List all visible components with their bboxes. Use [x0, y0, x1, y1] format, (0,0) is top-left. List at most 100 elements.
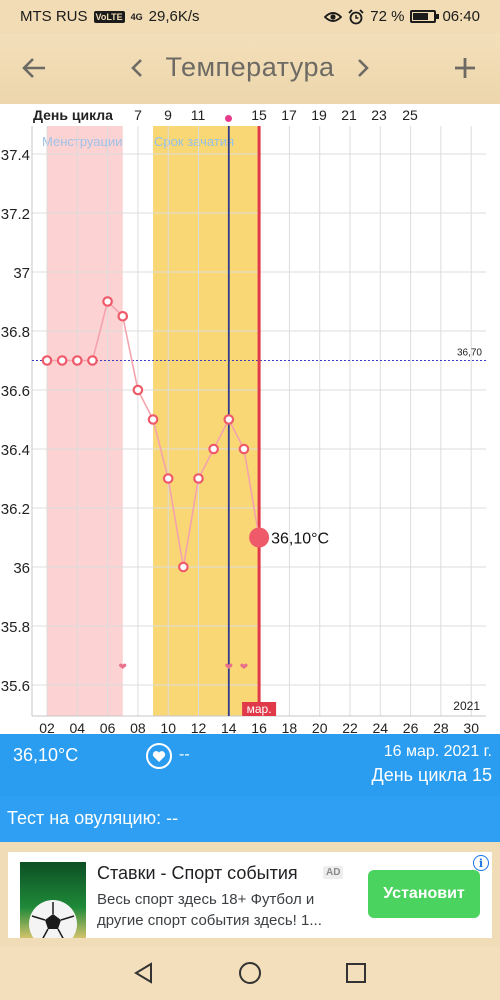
app-bar: Температура [0, 34, 500, 104]
current-temperature-point[interactable] [249, 527, 270, 548]
heart-marker-icon: ❤ [225, 662, 233, 673]
y-tick-label: 37 [13, 265, 30, 282]
plus-icon[interactable] [445, 48, 485, 88]
x-tick-label: 30 [463, 720, 479, 734]
heart-button[interactable] [146, 743, 172, 769]
temperature-point[interactable] [56, 355, 68, 366]
cycle-day-tick: 17 [281, 107, 297, 123]
back-arrow-icon[interactable] [14, 48, 54, 88]
heart-marker-icon: ❤ [240, 662, 248, 673]
temperature-point[interactable] [117, 310, 129, 322]
status-bar: MTS RUS VoLTE 4G 29,6K/s 72 % 06:40 [0, 0, 500, 34]
ad-body[interactable]: Весь спорт здесь 18+ Футбол и другие спо… [97, 891, 322, 929]
info-icon[interactable]: i [473, 855, 489, 871]
clock: 06:40 [442, 8, 480, 25]
temperature-point[interactable] [178, 561, 189, 573]
x-tick-label: 22 [342, 720, 358, 734]
ad-title[interactable]: Ставки - Спорт события [97, 863, 298, 883]
month-label: мар. [247, 702, 272, 716]
shaded-region [47, 126, 123, 716]
x-tick-label: 24 [373, 720, 389, 734]
chevron-left-icon[interactable] [117, 48, 157, 88]
eye-icon [324, 11, 343, 22]
y-tick-label: 36.8 [1, 324, 30, 341]
x-tick-label: 28 [433, 720, 449, 734]
soccer-ball-icon[interactable] [20, 862, 86, 938]
y-tick-label: 36.2 [1, 501, 30, 518]
today-marker-dot [225, 115, 232, 122]
y-tick-label: 37.4 [1, 147, 30, 164]
y-tick-label: 35.6 [1, 678, 30, 695]
x-tick-label: 08 [130, 720, 146, 734]
ovulation-test-label: Тест на овуляцию: -- [7, 808, 179, 828]
heart-value: -- [179, 746, 190, 763]
system-nav-bar [0, 946, 500, 1000]
temperature-point[interactable] [41, 355, 53, 366]
heart-marker-icon: ❤ [119, 662, 127, 673]
temperature-point[interactable] [147, 414, 159, 425]
cycle-day-value: День цикла 15 [371, 765, 493, 785]
x-tick-label: 14 [221, 720, 237, 734]
cycle-day-label: День цикла [33, 107, 113, 123]
x-tick-label: 02 [39, 720, 55, 734]
y-tick-label: 36.4 [1, 442, 30, 459]
cycle-day-tick: 19 [311, 107, 327, 123]
page-title: Температура [165, 52, 335, 82]
selected-date: 16 мар. 2021 г. [383, 743, 492, 760]
network-speed: 29,6K/s [148, 8, 200, 25]
network-4g-icon: 4G [130, 11, 143, 22]
nav-recents-icon[interactable] [341, 958, 371, 988]
alarm-icon [348, 8, 364, 24]
temperature-point[interactable] [132, 384, 144, 396]
temperature-point[interactable] [102, 296, 113, 307]
year-label: 2021 [453, 699, 480, 713]
carrier-name: MTS RUS [20, 8, 88, 25]
battery-icon [410, 10, 440, 23]
cycle-day-tick: 15 [251, 107, 267, 123]
temperature-point[interactable] [72, 355, 83, 366]
temperature-chart[interactable]: Менструации Срок зачатия 37.4 37.2 37 36.8 36.… [0, 126, 500, 734]
temperature-point[interactable] [162, 473, 174, 484]
shaded-region [153, 126, 260, 716]
cycle-day-tick: 25 [402, 107, 418, 123]
x-tick-label: 16 [251, 720, 267, 734]
current-temperature: 36,10°C [13, 745, 79, 765]
shaded-region-label: Менструации [42, 134, 122, 149]
ovulation-test-value: -- [166, 808, 179, 828]
cycle-day-tick: 9 [164, 107, 172, 123]
battery-percent: 72 % [370, 8, 405, 25]
install-button[interactable]: Установит [368, 870, 480, 918]
x-tick-label: 20 [312, 720, 328, 734]
x-tick-label: 12 [191, 720, 207, 734]
nav-home-icon[interactable] [235, 958, 265, 988]
temperature-point[interactable] [238, 443, 250, 455]
y-tick-label: 35.8 [1, 619, 30, 636]
chevron-right-icon[interactable] [343, 48, 383, 88]
temperature-point[interactable] [208, 443, 219, 455]
cycle-day-tick: 7 [134, 107, 142, 123]
x-tick-label: 10 [160, 720, 176, 734]
temperature-point[interactable] [87, 355, 98, 366]
shaded-region-label: Срок зачатия [154, 134, 234, 149]
nav-back-icon[interactable] [128, 958, 158, 988]
x-tick-label: 04 [70, 720, 86, 734]
temperature-point[interactable] [193, 473, 204, 484]
y-tick-label: 36 [13, 560, 30, 577]
cycle-day-tick: 11 [190, 107, 206, 123]
volte-icon: VoLTE [93, 10, 125, 23]
cover-line-label: 36,70 [457, 348, 482, 359]
temperature-point[interactable] [223, 414, 235, 425]
ad-badge: AD [323, 866, 344, 879]
ad-banner: Ставки - Спорт события AD Весь спорт зде… [0, 842, 500, 946]
cycle-day-tick: 23 [371, 107, 387, 123]
ovulation-test-row[interactable]: Тест на овуляцию: -- [0, 796, 500, 842]
y-tick-label: 36.6 [1, 383, 30, 400]
x-tick-label: 06 [100, 720, 116, 734]
cycle-day-header: День цикла 7 9 11 15 17 19 21 23 25 [0, 104, 500, 126]
heart-icon [152, 750, 166, 762]
current-temperature-label: 36,10°C [271, 531, 329, 548]
y-tick-label: 37.2 [1, 206, 30, 223]
month-label-bg [242, 702, 277, 716]
ad-card[interactable]: Ставки - Спорт события AD Весь спорт зде… [8, 852, 492, 938]
cycle-day-tick: 21 [341, 107, 357, 123]
